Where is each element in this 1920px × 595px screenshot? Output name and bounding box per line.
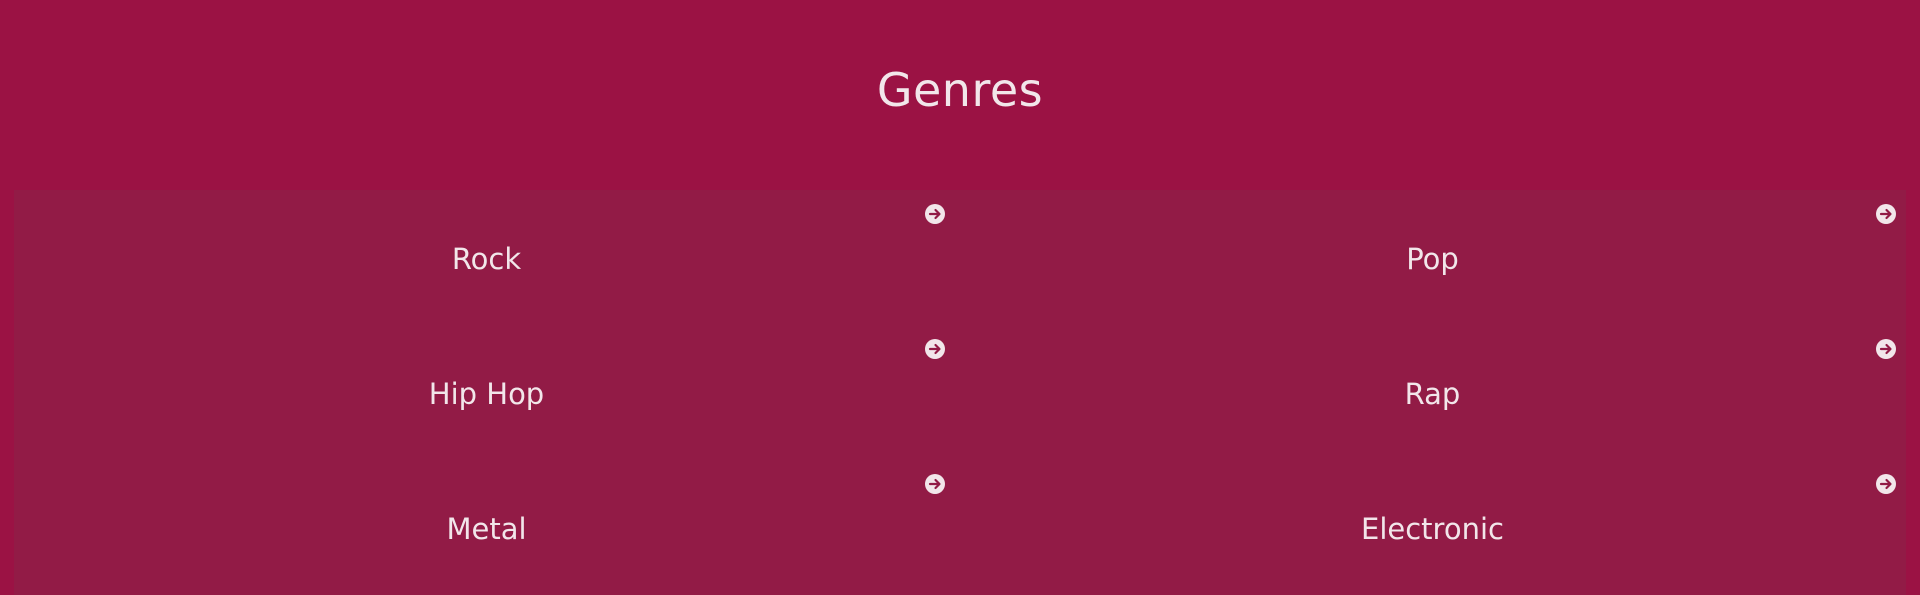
genre-card-rock[interactable]: Rock [14, 190, 959, 325]
genre-label: Pop [1406, 241, 1459, 276]
genre-card-rap[interactable]: Rap [959, 325, 1906, 460]
genre-label: Rap [1404, 376, 1461, 411]
arrow-right-circle-icon[interactable] [1876, 204, 1896, 224]
arrow-right-circle-icon[interactable] [1876, 474, 1896, 494]
genre-label: Rock [451, 241, 522, 276]
arrow-right-circle-icon[interactable] [925, 474, 945, 494]
genre-grid: Rock Pop Hip Hop Rap Metal Ele [14, 190, 1906, 595]
page-header: Genres [0, 0, 1920, 190]
page-title: Genres [876, 63, 1044, 117]
genre-card-pop[interactable]: Pop [959, 190, 1906, 325]
arrow-right-circle-icon[interactable] [1876, 339, 1896, 359]
arrow-right-circle-icon[interactable] [925, 339, 945, 359]
genre-card-electronic[interactable]: Electronic [959, 460, 1906, 595]
genre-card-metal[interactable]: Metal [14, 460, 959, 595]
genre-label: Electronic [1361, 511, 1504, 546]
genre-card-hip-hop[interactable]: Hip Hop [14, 325, 959, 460]
genre-label: Hip Hop [428, 376, 545, 411]
genre-label: Metal [446, 511, 527, 546]
arrow-right-circle-icon[interactable] [925, 204, 945, 224]
